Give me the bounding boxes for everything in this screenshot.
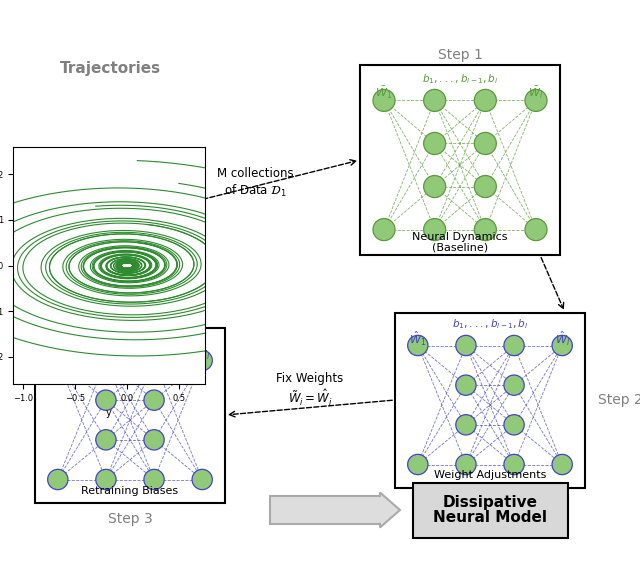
Circle shape xyxy=(474,219,497,241)
FancyBboxPatch shape xyxy=(360,65,560,255)
Circle shape xyxy=(192,350,212,371)
Circle shape xyxy=(525,89,547,111)
Text: $\tilde{W}_l$: $\tilde{W}_l$ xyxy=(195,345,210,362)
Circle shape xyxy=(424,219,445,241)
Circle shape xyxy=(504,336,524,355)
Circle shape xyxy=(144,470,164,490)
FancyArrow shape xyxy=(270,493,400,528)
Text: Neural Dynamics: Neural Dynamics xyxy=(412,232,508,242)
Circle shape xyxy=(408,454,428,475)
Text: Step 3: Step 3 xyxy=(108,511,152,525)
Circle shape xyxy=(504,415,524,435)
Text: Retraining Biases: Retraining Biases xyxy=(81,485,179,496)
Circle shape xyxy=(552,336,572,355)
FancyBboxPatch shape xyxy=(413,483,568,537)
Text: M collections
of Data $\mathcal{D}_1$: M collections of Data $\mathcal{D}_1$ xyxy=(217,167,293,199)
Text: Step 2: Step 2 xyxy=(598,393,640,407)
Circle shape xyxy=(504,375,524,396)
Circle shape xyxy=(96,390,116,410)
Circle shape xyxy=(96,470,116,490)
Circle shape xyxy=(192,470,212,490)
Text: $\hat{W}_l$: $\hat{W}_l$ xyxy=(555,329,570,347)
Circle shape xyxy=(456,336,476,355)
Text: Step 1: Step 1 xyxy=(438,48,483,62)
Text: $\bar{W}_1$: $\bar{W}_1$ xyxy=(375,85,393,101)
X-axis label: y: y xyxy=(106,408,111,419)
Text: $b_1, ..., b_{l-1}, b_l$: $b_1, ..., b_{l-1}, b_l$ xyxy=(452,318,528,332)
Text: Trajectories: Trajectories xyxy=(60,60,161,76)
Circle shape xyxy=(373,89,395,111)
Circle shape xyxy=(474,89,497,111)
Circle shape xyxy=(456,375,476,396)
Circle shape xyxy=(474,132,497,154)
Circle shape xyxy=(424,132,445,154)
Circle shape xyxy=(47,470,68,490)
Circle shape xyxy=(424,176,445,198)
Circle shape xyxy=(144,390,164,410)
FancyBboxPatch shape xyxy=(35,328,225,502)
Text: $\tilde{b}_1, ..., \tilde{b}_{l-1}, \tilde{b}_l$: $\tilde{b}_1, ..., \tilde{b}_{l-1}, \til… xyxy=(92,331,168,348)
Text: (Baseline): (Baseline) xyxy=(432,243,488,253)
Circle shape xyxy=(424,89,445,111)
Text: $\tilde{W}_1$: $\tilde{W}_1$ xyxy=(49,345,67,362)
Circle shape xyxy=(552,454,572,475)
Text: Weight Adjustments: Weight Adjustments xyxy=(434,471,546,480)
Circle shape xyxy=(96,430,116,450)
Circle shape xyxy=(47,350,68,371)
FancyBboxPatch shape xyxy=(395,312,585,488)
Circle shape xyxy=(144,430,164,450)
Circle shape xyxy=(144,350,164,371)
Circle shape xyxy=(474,176,497,198)
Circle shape xyxy=(456,415,476,435)
Text: M collections
of Data $\mathcal{D}_2$: M collections of Data $\mathcal{D}_2$ xyxy=(109,277,186,308)
Circle shape xyxy=(504,454,524,475)
Text: $\bar{W}_l$: $\bar{W}_l$ xyxy=(529,85,543,101)
Text: Fix Weights
$\tilde{W}_i = \hat{W}_i$: Fix Weights $\tilde{W}_i = \hat{W}_i$ xyxy=(276,372,344,408)
Circle shape xyxy=(408,336,428,355)
Text: Neural Model: Neural Model xyxy=(433,511,547,525)
Text: $\hat{W}_1$: $\hat{W}_1$ xyxy=(409,329,426,347)
Circle shape xyxy=(525,219,547,241)
Circle shape xyxy=(96,350,116,371)
Circle shape xyxy=(456,454,476,475)
Text: $b_1, ..., b_{l-1}, b_l$: $b_1, ..., b_{l-1}, b_l$ xyxy=(422,72,498,86)
Circle shape xyxy=(373,219,395,241)
Text: Dissipative: Dissipative xyxy=(442,496,538,511)
